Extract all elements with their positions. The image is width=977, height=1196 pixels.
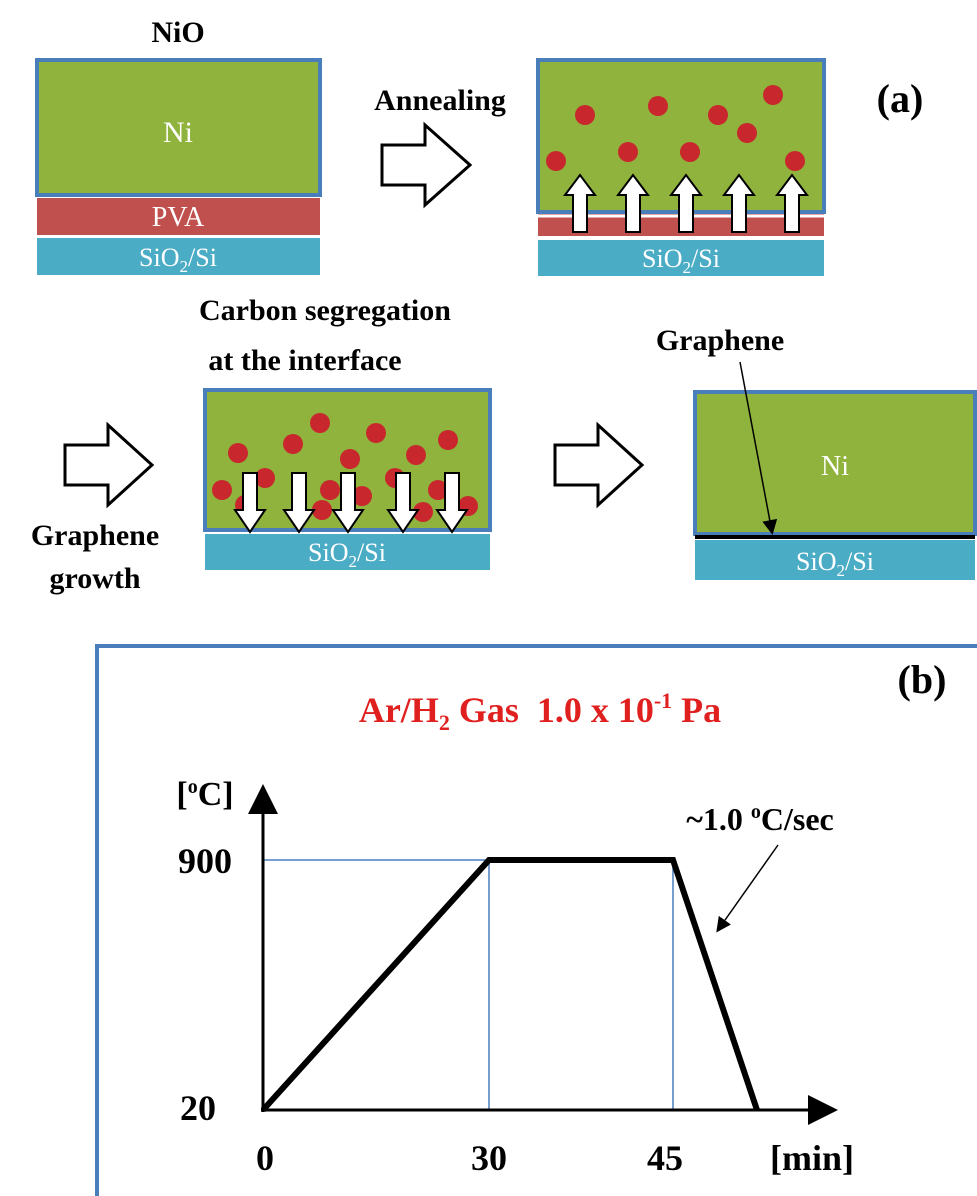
text-part: /Si [357,538,386,567]
panel-b: (b) Ar/H2 Gas 1.0 x 10-1 Pa [oC] 900 20 … [97,646,977,1196]
text-part: o [188,776,198,798]
step2: SiO2/Si [538,60,824,277]
leader [718,845,778,930]
x-label: 0 [256,1138,274,1178]
x-label: 30 [471,1138,507,1178]
label: SiO2/Si [308,538,386,571]
panel-label: (a) [877,76,924,121]
text-part: [ [176,776,187,813]
step1: NiO Ni PVA SiO2/Si [37,16,320,276]
panel-label: (b) [898,657,947,702]
text-part: 2 [180,257,189,276]
label: Ni [163,116,193,149]
label: NiO [151,16,204,49]
step3: SiO2/Si [205,390,490,571]
caption: at the interface [208,344,401,377]
text-part: /Si [845,547,874,576]
text-part: o [751,801,761,823]
label: PVA [152,202,205,233]
text-part: -1 [654,688,672,713]
page: NiO Ni PVA SiO2/Si Annealing SiO2/Si (a)… [0,0,977,1196]
text-part: Gas 1.0 x 10 [450,690,654,730]
label: growth [49,562,140,595]
y-label: 20 [180,1088,216,1128]
text-part: SiO [139,243,179,272]
label: Graphene [656,324,784,357]
text-part: SiO [642,244,682,273]
text-part: Ar/H [359,690,439,730]
text-part: SiO [308,538,348,567]
arrow [65,425,152,505]
gas-condition: Ar/H2 Gas 1.0 x 10-1 Pa [359,688,721,735]
text-part: 2 [837,561,846,580]
temperature-profile [263,860,757,1110]
label: Graphene [31,519,159,552]
label: SiO2/Si [796,547,874,580]
text-part: ~1.0 [686,801,751,837]
text-part: 2 [349,552,358,571]
figure: NiO Ni PVA SiO2/Si Annealing SiO2/Si (a)… [0,0,977,1196]
step4: Graphene Ni SiO2/Si [656,324,975,580]
label: SiO2/Si [642,244,720,277]
text-part: Pa [672,690,721,730]
x-unit: [min] [770,1138,854,1178]
y-unit: [oC] [176,776,233,813]
y-label: 900 [178,841,232,881]
text-part: 2 [683,258,692,277]
text-part: /Si [188,243,217,272]
text-part: SiO [796,547,836,576]
caption: Carbon segregation [199,294,451,327]
x-label: 45 [647,1138,683,1178]
arrow [555,425,642,505]
rate: ~1.0 oC/sec [686,801,834,837]
text-part: C/sec [761,801,834,837]
arrow [382,125,470,205]
text-part: /Si [691,244,720,273]
label: Annealing [374,84,506,117]
text-part: 2 [439,710,450,735]
label: Ni [821,451,849,482]
text-part: C] [198,776,234,813]
label: SiO2/Si [139,243,217,276]
